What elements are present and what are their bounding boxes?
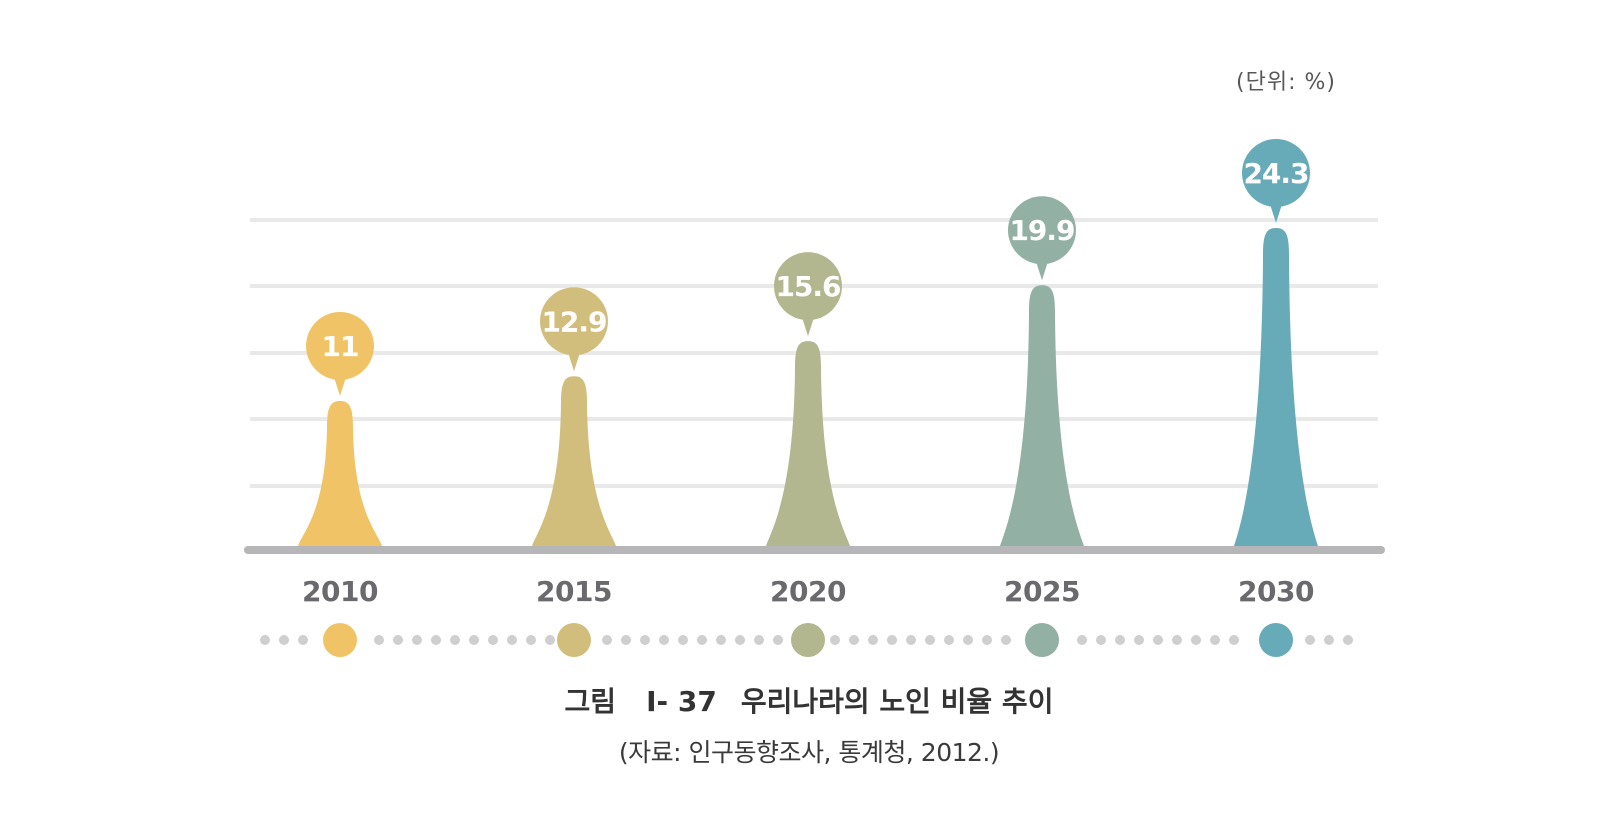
value-labels: 11 12.9 15.6 19.9 24.3 xyxy=(306,139,1310,396)
timeline-dot xyxy=(412,635,422,645)
timeline-dot xyxy=(260,635,270,645)
value-bubble-2015: 12.9 xyxy=(540,287,608,372)
x-label-2015: 2015 xyxy=(536,575,612,608)
value-label: 12.9 xyxy=(541,305,606,338)
timeline-dot xyxy=(735,635,745,645)
timeline-dot xyxy=(963,635,973,645)
x-label-2030: 2030 xyxy=(1238,575,1314,608)
timeline-marker-2010 xyxy=(323,623,357,657)
timeline-dot xyxy=(526,635,536,645)
timeline-dot xyxy=(697,635,707,645)
bubble-circle xyxy=(1242,139,1310,207)
timeline-dot xyxy=(393,635,403,645)
timeline-dot xyxy=(1134,635,1144,645)
timeline-dot xyxy=(374,635,384,645)
timeline-dot xyxy=(1210,635,1220,645)
timeline-dot xyxy=(602,635,612,645)
value-label: 24.3 xyxy=(1243,157,1308,190)
figure-caption: 그림 Ⅰ- 37 우리나라의 노인 비율 추이 xyxy=(0,680,1618,720)
timeline-dot xyxy=(1229,635,1239,645)
timeline-dot xyxy=(1115,635,1125,645)
bar-2030 xyxy=(1234,228,1318,546)
timeline-marker-2025 xyxy=(1025,623,1059,657)
timeline-dot xyxy=(754,635,764,645)
value-label: 15.6 xyxy=(775,270,840,303)
bars xyxy=(298,228,1318,546)
timeline-dot xyxy=(431,635,441,645)
x-label-2025: 2025 xyxy=(1004,575,1080,608)
timeline-dot xyxy=(1077,635,1087,645)
bubble-circle xyxy=(306,312,374,380)
timeline-dot xyxy=(298,635,308,645)
timeline-dot xyxy=(1324,635,1334,645)
timeline-dot xyxy=(868,635,878,645)
timeline-dot xyxy=(773,635,783,645)
timeline-dot xyxy=(621,635,631,645)
timeline-dot xyxy=(1096,635,1106,645)
bubble-circle xyxy=(1008,196,1076,265)
timeline-dot xyxy=(545,635,555,645)
value-bubble-2010: 11 xyxy=(306,312,374,396)
x-label-2020: 2020 xyxy=(770,575,846,608)
timeline-dot xyxy=(279,635,289,645)
timeline-dot xyxy=(849,635,859,645)
value-bubble-2025: 19.9 xyxy=(1008,196,1076,281)
timeline-dot xyxy=(906,635,916,645)
timeline-dot xyxy=(469,635,479,645)
figure-source: (자료: 인구동향조사, 통계청, 2012.) xyxy=(618,738,1000,767)
timeline-dot xyxy=(1191,635,1201,645)
bar-2025 xyxy=(1000,285,1084,546)
figure-number: Ⅰ- 37 xyxy=(646,685,717,718)
timeline-marker-2030 xyxy=(1259,623,1293,657)
timeline-dot xyxy=(1001,635,1011,645)
value-bubble-2020: 15.6 xyxy=(774,252,842,337)
timeline-dot xyxy=(450,635,460,645)
x-axis-labels: 2010 2015 2020 2025 2030 xyxy=(302,575,1314,608)
bar-2020 xyxy=(766,341,850,546)
x-label-2010: 2010 xyxy=(302,575,378,608)
timeline-dot xyxy=(640,635,650,645)
timeline-dot xyxy=(887,635,897,645)
timeline-dot xyxy=(1305,635,1315,645)
timeline-dot xyxy=(716,635,726,645)
timeline-dot xyxy=(1172,635,1182,645)
timeline-dot xyxy=(678,635,688,645)
bubble-circle xyxy=(540,287,608,356)
value-label: 11 xyxy=(322,330,359,363)
timeline xyxy=(260,623,1353,657)
timeline-dot xyxy=(488,635,498,645)
value-label: 19.9 xyxy=(1009,214,1074,247)
timeline-marker-2020 xyxy=(791,623,825,657)
timeline-dot xyxy=(507,635,517,645)
timeline-dot xyxy=(925,635,935,645)
value-bubble-2030: 24.3 xyxy=(1242,139,1310,223)
unit-label: (단위: %) xyxy=(1236,70,1336,95)
timeline-dot xyxy=(982,635,992,645)
bar-2010 xyxy=(298,401,382,546)
figure-title: 우리나라의 노인 비율 추이 xyxy=(740,685,1054,718)
timeline-dot xyxy=(1343,635,1353,645)
timeline-dot xyxy=(944,635,954,645)
timeline-dot xyxy=(830,635,840,645)
bubble-circle xyxy=(774,252,842,321)
timeline-dot xyxy=(1153,635,1163,645)
bar-2015 xyxy=(532,376,616,546)
timeline-marker-2015 xyxy=(557,623,591,657)
figure-label: 그림 xyxy=(564,685,617,718)
timeline-dot xyxy=(659,635,669,645)
